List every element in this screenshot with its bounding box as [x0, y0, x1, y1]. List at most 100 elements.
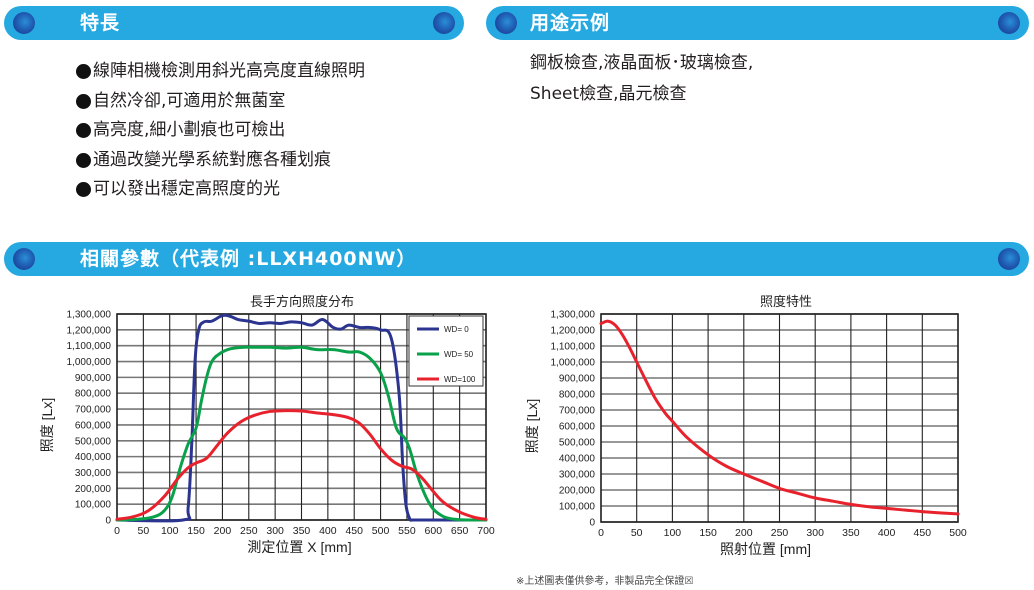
series-line: [115, 313, 488, 523]
x-tick-label: 500: [372, 525, 390, 537]
params-banner: 相關參數（代表例 :LLXH400NW）: [4, 242, 1029, 276]
x-tick-label: 150: [699, 527, 717, 539]
y-tick-label: 900,000: [559, 374, 596, 385]
x-tick-label: 200: [214, 525, 232, 537]
bullet-icon: [76, 64, 91, 80]
y-tick-label: 1,200,000: [67, 325, 112, 336]
x-tick-label: 200: [735, 527, 753, 539]
y-tick-label: 200,000: [559, 486, 596, 497]
footnote: ※上述圖表僅供參考，非製品完全保證☒: [516, 576, 694, 587]
x-tick-label: 100: [161, 525, 179, 537]
x-tick-label: 700: [477, 525, 495, 537]
y-tick-label: 1,000,000: [551, 358, 596, 369]
plot-area: 0 100,000 200,000 300,000 400,000 500,000 600,…: [551, 310, 967, 540]
y-tick-label: 600,000: [559, 422, 596, 433]
y-tick-label: 800,000: [75, 389, 112, 400]
uses-text: 鋼板檢查,液晶面板･玻璃檢查, Sheet檢查,晶元檢查: [530, 48, 753, 110]
y-tick-label: 1,200,000: [551, 326, 596, 337]
y-axis-label: 照度 [Lx]: [39, 398, 55, 452]
list-item: 可以發出穩定高照度的光: [76, 175, 365, 205]
list-item: 通過改變光學系統對應各種划痕: [76, 146, 365, 176]
circle-icon: [998, 12, 1020, 34]
plot-border: [116, 313, 487, 521]
y-tick-label: 1,100,000: [67, 341, 112, 352]
x-tick-label: 250: [771, 527, 789, 539]
list-item: 自然冷卻,可適用於無菌室: [76, 87, 365, 117]
bullet-icon: [76, 123, 91, 139]
series-line: [115, 345, 488, 522]
y-tick-label: 400,000: [559, 454, 596, 465]
list-item: 高亮度,細小劃痕也可檢出: [76, 116, 365, 146]
y-tick-label: 700,000: [559, 406, 596, 417]
plot-border: [600, 313, 959, 523]
bullet-icon: [76, 182, 91, 198]
x-tick-label: 400: [319, 525, 337, 537]
x-tick-label: 550: [398, 525, 416, 537]
y-tick-label: 500,000: [559, 438, 596, 449]
y-tick-label: 0: [589, 518, 595, 529]
circle-icon: [495, 12, 517, 34]
legend: WD= 0 WD= 50 WD=100: [408, 315, 484, 387]
y-tick-label: 1,000,000: [67, 357, 112, 368]
y-tick-label: 1,300,000: [67, 310, 112, 321]
x-tick-label: 450: [914, 527, 932, 539]
chart-title: 長手方向照度分布: [250, 294, 354, 309]
legend-label: WD= 50: [444, 350, 474, 359]
x-tick-label: 300: [266, 525, 284, 537]
x-axis-label: 照射位置 [mm]: [720, 541, 811, 557]
y-tick-label: 1,300,000: [551, 310, 596, 321]
x-tick-label: 100: [664, 527, 682, 539]
circle-icon: [998, 248, 1020, 270]
uses-banner: 用途示例: [486, 6, 1029, 40]
x-tick-label: 500: [949, 527, 967, 539]
bullet-icon: [76, 152, 91, 168]
bullet-icon: [76, 93, 91, 109]
y-tick-label: 400,000: [75, 452, 112, 463]
y-tick-label: 0: [105, 516, 111, 527]
uses-title: 用途示例: [530, 12, 611, 34]
y-axis-label: 照度 [Lx]: [524, 399, 540, 453]
y-tick-label: 900,000: [75, 373, 112, 384]
series-line: [599, 319, 960, 516]
x-tick-label: 400: [878, 527, 896, 539]
legend-label: WD=100: [444, 375, 476, 384]
features-title: 特長: [80, 12, 121, 34]
y-tick-label: 500,000: [75, 436, 112, 447]
x-tick-label: 350: [293, 525, 311, 537]
uses-line: Sheet檢查,晶元檢查: [530, 84, 687, 104]
x-tick-label: 50: [631, 527, 643, 539]
x-tick-label: 300: [806, 527, 824, 539]
x-tick-label: 600: [425, 525, 443, 537]
list-item: 線陣相機檢測用斜光高亮度直線照明: [76, 57, 365, 87]
features-banner: 特長: [4, 6, 464, 40]
legend-label: WD= 0: [444, 325, 469, 334]
x-tick-label: 650: [451, 525, 469, 537]
params-title: 相關參數（代表例 :LLXH400NW）: [80, 248, 417, 270]
uses-line: 鋼板檢查,液晶面板･玻璃檢查,: [530, 53, 754, 73]
series-line: [115, 409, 488, 521]
plot-area: 0 100,000 200,000 300,000 400,000 500,000 600,…: [67, 310, 495, 538]
x-tick-label: 250: [240, 525, 258, 537]
x-tick-label: 350: [842, 527, 860, 539]
y-tick-label: 100,000: [75, 500, 112, 511]
x-tick-label: 50: [138, 525, 150, 537]
circle-icon: [13, 248, 35, 270]
features-list: 線陣相機檢測用斜光高亮度直線照明 自然冷卻,可適用於無菌室 高亮度,細小劃痕也可…: [76, 57, 365, 205]
y-tick-label: 300,000: [75, 468, 112, 479]
circle-icon: [13, 12, 35, 34]
y-tick-label: 800,000: [559, 390, 596, 401]
circle-icon: [433, 12, 455, 34]
x-tick-label: 0: [114, 525, 120, 537]
y-tick-label: 600,000: [75, 420, 112, 431]
y-tick-label: 1,100,000: [551, 342, 596, 353]
x-tick-label: 150: [187, 525, 205, 537]
y-tick-label: 300,000: [559, 470, 596, 481]
x-tick-label: 0: [598, 527, 604, 539]
y-tick-label: 200,000: [75, 484, 112, 495]
x-axis-label: 測定位置 X [mm]: [247, 539, 351, 555]
y-tick-label: 700,000: [75, 405, 112, 416]
